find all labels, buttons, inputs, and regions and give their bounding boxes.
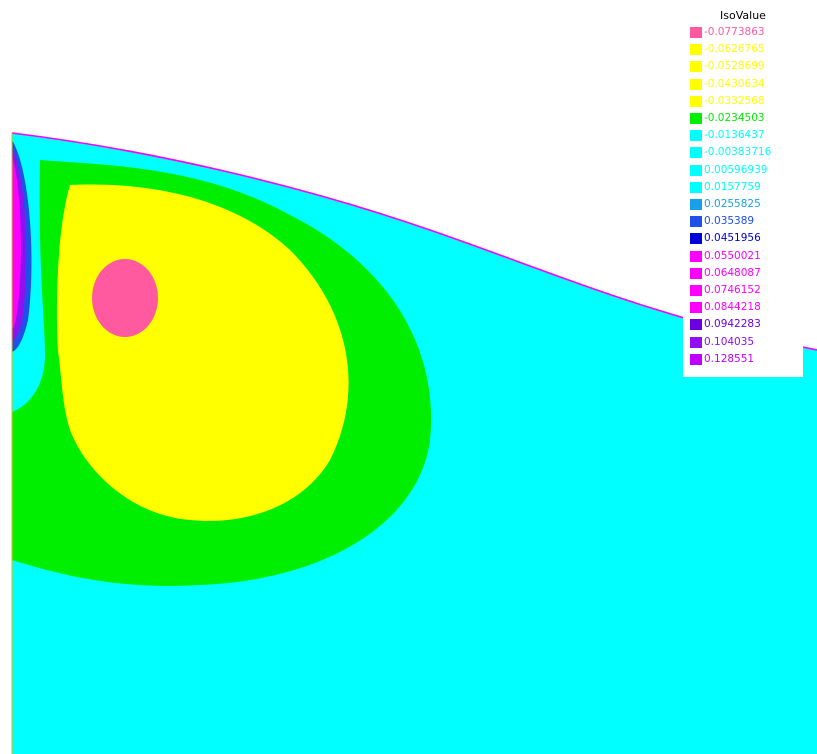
legend-swatch [690,216,702,228]
legend-entry: -0.0626765 [690,42,802,59]
legend-label: 0.0844218 [704,301,761,314]
legend-label: -0.0528699 [704,60,765,73]
legend-swatch [690,130,702,142]
legend-entry: -0.0136437 [690,128,802,145]
legend-swatch [690,164,702,176]
legend-swatch [690,319,702,331]
legend-entry: 0.128551 [690,352,802,369]
legend-swatch [690,78,702,90]
legend-label: -0.0626765 [704,43,765,56]
legend-entry: -0.0332568 [690,94,802,111]
legend-swatch [690,61,702,73]
legend-label: -0.0234503 [704,112,765,124]
legend-label: 0.0550021 [704,249,761,262]
legend-label: 0.128551 [704,352,755,365]
legend-label: 0.035389 [704,215,755,228]
domain-boundary [11,132,817,351]
legend-label: 0.0942283 [704,318,761,331]
legend-swatch [690,302,702,314]
legend-swatch [690,44,702,56]
legend-label: 0.0451956 [704,232,761,245]
legend-swatch [690,267,702,279]
legend-swatch [690,181,702,193]
legend-swatch [690,233,702,245]
legend-label: -0.0430634 [704,77,765,90]
legend-label: -0.0332568 [704,94,765,107]
legend-entry: 0.00596939 [690,163,802,180]
left-edge-magenta-band [12,156,21,330]
legend-entry: 0.035389 [690,214,802,231]
pink-spot [92,259,158,337]
legend-label: 0.104035 [704,335,755,348]
legend-entry: -0.0773863 [690,25,802,42]
legend-entry: 0.0746152 [690,283,802,300]
legend-label: -0.0136437 [704,129,765,142]
legend-entry: -0.00383716 [690,145,802,162]
legend-label: 0.0255825 [704,198,761,210]
legend-entry: 0.104035 [690,335,802,352]
legend-entry: -0.0234503 [690,111,802,128]
legend-entry: -0.0430634 [690,77,802,94]
legend-label: -0.0773863 [704,26,765,38]
legend-swatch [690,27,702,38]
legend-label: 0.00596939 [704,163,768,176]
legend-swatch [690,113,702,124]
legend-swatch [690,147,702,159]
legend-entry: 0.0550021 [690,249,802,266]
legend-entry: 0.0255825 [690,197,802,214]
legend-title: IsoValue [720,9,766,22]
legend-swatch [690,285,702,296]
legend-swatch [690,250,702,262]
legend-entry: 0.0942283 [690,317,802,334]
legend-label: 0.0157759 [704,180,761,193]
legend-label: -0.00383716 [704,146,772,159]
legend-entry: -0.0528699 [690,59,802,76]
legend-entry: 0.0844218 [690,300,802,317]
legend-label: 0.0648087 [704,266,761,279]
legend-swatch [690,353,702,365]
legend: IsoValue -0.0773863 -0.0626765 -0.0528699 -… [683,4,803,377]
legend-entry: 0.0157759 [690,180,802,197]
legend-swatch [690,95,702,107]
legend-entry: 0.0451956 [690,231,802,248]
legend-entry: 0.0648087 [690,266,802,283]
legend-swatch [690,199,702,210]
legend-label: 0.0746152 [704,284,761,296]
legend-swatch [690,336,702,348]
